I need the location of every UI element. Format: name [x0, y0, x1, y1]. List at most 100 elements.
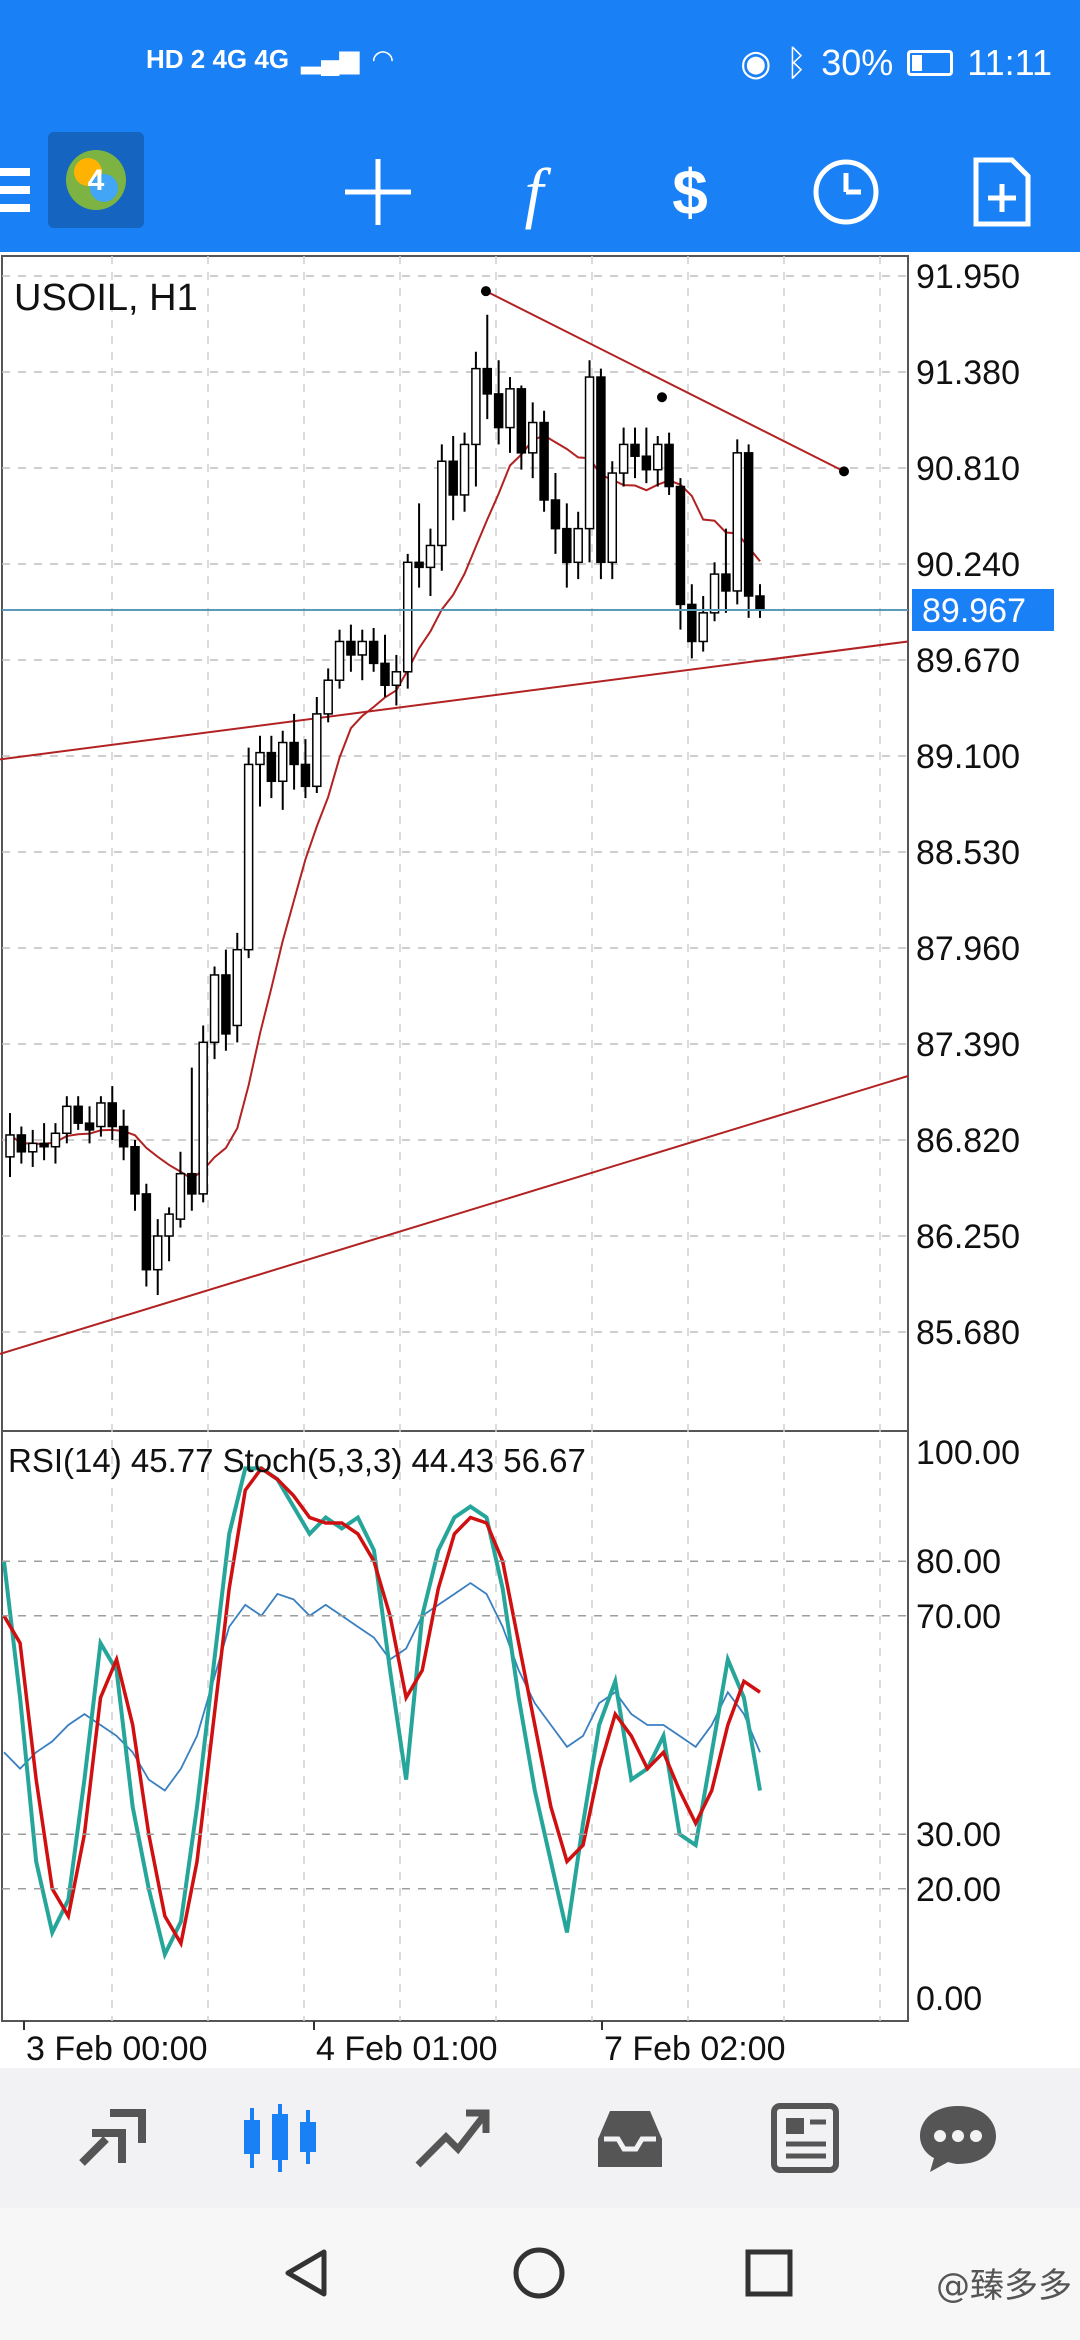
- indicator-tick-label: 80.00: [916, 1543, 1001, 1581]
- candle-body: [584, 376, 595, 530]
- price-tick-label: 89.100: [916, 738, 1020, 776]
- signal-icon: ▂▄▆: [301, 44, 360, 74]
- indicator-tick-label: 0.00: [916, 1980, 982, 2018]
- symbol-exchange-icon[interactable]: $: [672, 156, 708, 228]
- candle-body: [539, 421, 549, 501]
- candle-body: [437, 460, 447, 547]
- history-icon[interactable]: [582, 2096, 678, 2180]
- timeframe-clock-icon[interactable]: [800, 146, 892, 238]
- candle-body: [607, 472, 618, 564]
- chart-area[interactable]: 91.950 91.380 90.810 90.240 89.670 89.100 88.5…: [0, 252, 1080, 2068]
- bluetooth-icon: ᛒ: [785, 42, 808, 83]
- price-tick-label: 87.960: [916, 930, 1020, 968]
- candle-body: [152, 1235, 163, 1271]
- symbol-timeframe-label: USOIL, H1: [14, 277, 198, 319]
- candle-body: [368, 640, 379, 665]
- candle-body: [107, 1102, 118, 1128]
- price-tick-label: 86.250: [916, 1218, 1020, 1256]
- candle-body: [277, 741, 288, 783]
- candle-body: [709, 573, 720, 614]
- trendline-anchor-point: [839, 466, 849, 477]
- indicator-tick-label: 70.00: [916, 1598, 1001, 1636]
- price-tick-label: 86.820: [916, 1122, 1020, 1160]
- back-icon[interactable]: [282, 2248, 332, 2298]
- candle-body: [187, 1172, 197, 1195]
- candle-body: [50, 1132, 61, 1148]
- trendline-anchor-point: [480, 286, 491, 297]
- status-right: ◉ ᛒ 30% 11:11: [740, 42, 1052, 84]
- time-tick-label: 3 Feb 00:00: [26, 2030, 207, 2064]
- candle-body: [527, 421, 538, 454]
- candle-body: [300, 763, 311, 788]
- candle-body: [346, 640, 356, 656]
- wifi-icon: ◠: [371, 44, 395, 74]
- candle-body: [16, 1134, 27, 1153]
- candle-body: [175, 1172, 186, 1220]
- system-navigation-bar: @臻多多: [0, 2208, 1080, 2340]
- hamburger-icon[interactable]: [0, 162, 30, 222]
- candle-body: [459, 443, 470, 496]
- moving-average: [9, 434, 761, 1180]
- candle-body: [732, 452, 743, 592]
- candle-body: [5, 1134, 15, 1158]
- indicator-tick-label: 100.00: [916, 1434, 1020, 1472]
- candle-body: [516, 388, 527, 454]
- crosshair-icon[interactable]: [332, 146, 424, 238]
- metatrader-4-logo[interactable]: 4: [48, 132, 144, 228]
- candle-body: [62, 1105, 72, 1135]
- candle-body: [164, 1213, 174, 1237]
- candle-body: [618, 443, 629, 474]
- candle-body: [130, 1145, 140, 1195]
- trade-icon[interactable]: [404, 2096, 500, 2180]
- chart-toolbar: 4 f $: [0, 132, 1080, 252]
- candle-body: [562, 527, 572, 564]
- resistance-trendline: [485, 290, 845, 473]
- candle-body: [471, 367, 481, 446]
- price-tick-label: 90.810: [916, 450, 1020, 488]
- candle-body: [312, 713, 322, 788]
- candle-body: [380, 662, 390, 687]
- price-chart[interactable]: 91.950 91.380 90.810 90.240 89.670 89.100 88.5…: [0, 252, 1080, 2068]
- recents-icon[interactable]: [744, 2248, 794, 2298]
- main-panel-border: [1, 255, 909, 1432]
- candle-body: [243, 763, 254, 951]
- price-tick-label: 91.950: [916, 258, 1020, 296]
- home-icon[interactable]: [512, 2246, 566, 2300]
- candle-body: [482, 367, 493, 395]
- candle-body: [550, 499, 561, 530]
- watermark-text: @臻多多: [936, 2266, 1072, 2306]
- candle-body: [323, 679, 333, 715]
- candle-body: [266, 751, 277, 783]
- trend-lines: [0, 286, 909, 1355]
- indicator-panel-border: [1, 1430, 909, 2022]
- svg-text:4: 4: [88, 164, 105, 197]
- candle-body: [73, 1105, 83, 1124]
- candle-body: [573, 527, 583, 564]
- candle-body: [27, 1142, 38, 1153]
- indicator-label: RSI(14) 45.77 Stoch(5,3,3) 44.43 56.67: [8, 1442, 586, 1479]
- support-trendline: [0, 640, 909, 761]
- candle-body: [39, 1142, 49, 1148]
- eye-icon: ◉: [740, 42, 772, 83]
- candle-body: [289, 741, 299, 766]
- battery-icon: [907, 50, 954, 76]
- battery-percent: 30%: [821, 42, 894, 83]
- candle-body: [402, 561, 413, 673]
- candle-body: [334, 640, 345, 681]
- price-tick-label: 91.380: [916, 354, 1020, 392]
- function-icon[interactable]: f: [524, 153, 544, 230]
- candle-body: [141, 1193, 152, 1271]
- moving-average-line: [9, 434, 761, 1180]
- new-document-icon[interactable]: [956, 146, 1048, 238]
- news-icon[interactable]: [754, 2096, 850, 2180]
- quotes-icon[interactable]: [64, 2096, 160, 2180]
- candle-body: [743, 452, 754, 597]
- price-tick-label: 89.670: [916, 642, 1020, 680]
- candle-body: [721, 573, 731, 592]
- status-icons: HD 2 4G 4G ▂▄▆ ◠: [146, 44, 394, 75]
- chart-icon[interactable]: [232, 2096, 328, 2180]
- chat-icon[interactable]: [910, 2096, 1006, 2180]
- indicator-tick-label: 30.00: [916, 1816, 1001, 1854]
- time-tick-label: 7 Feb 02:00: [604, 2030, 785, 2064]
- candle-body: [755, 595, 765, 611]
